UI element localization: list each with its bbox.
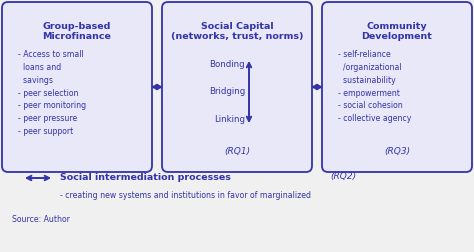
Text: Community
Development: Community Development [362, 22, 432, 41]
Text: Bonding: Bonding [210, 60, 245, 69]
Text: Group-based
Microfinance: Group-based Microfinance [43, 22, 111, 41]
Text: Social Capital
(networks, trust, norms): Social Capital (networks, trust, norms) [171, 22, 303, 41]
Text: (RQ3): (RQ3) [384, 147, 410, 156]
FancyBboxPatch shape [322, 2, 472, 172]
FancyBboxPatch shape [162, 2, 312, 172]
Text: - self-reliance
  /organizational
  sustainability
- empowerment
- social cohesi: - self-reliance /organizational sustaina… [338, 50, 411, 123]
Text: Linking: Linking [214, 115, 245, 124]
Text: (RQ1): (RQ1) [224, 147, 250, 156]
Text: (RQ2): (RQ2) [330, 173, 356, 181]
Text: - creating new systems and institutions in favor of marginalized: - creating new systems and institutions … [60, 191, 311, 200]
Text: Social intermediation processes: Social intermediation processes [60, 173, 231, 181]
FancyBboxPatch shape [2, 2, 152, 172]
Text: - Access to small
  loans and
  savings
- peer selection
- peer monitoring
- pee: - Access to small loans and savings - pe… [18, 50, 86, 136]
Text: Bridging: Bridging [209, 86, 245, 96]
Text: Source: Author: Source: Author [12, 215, 70, 224]
